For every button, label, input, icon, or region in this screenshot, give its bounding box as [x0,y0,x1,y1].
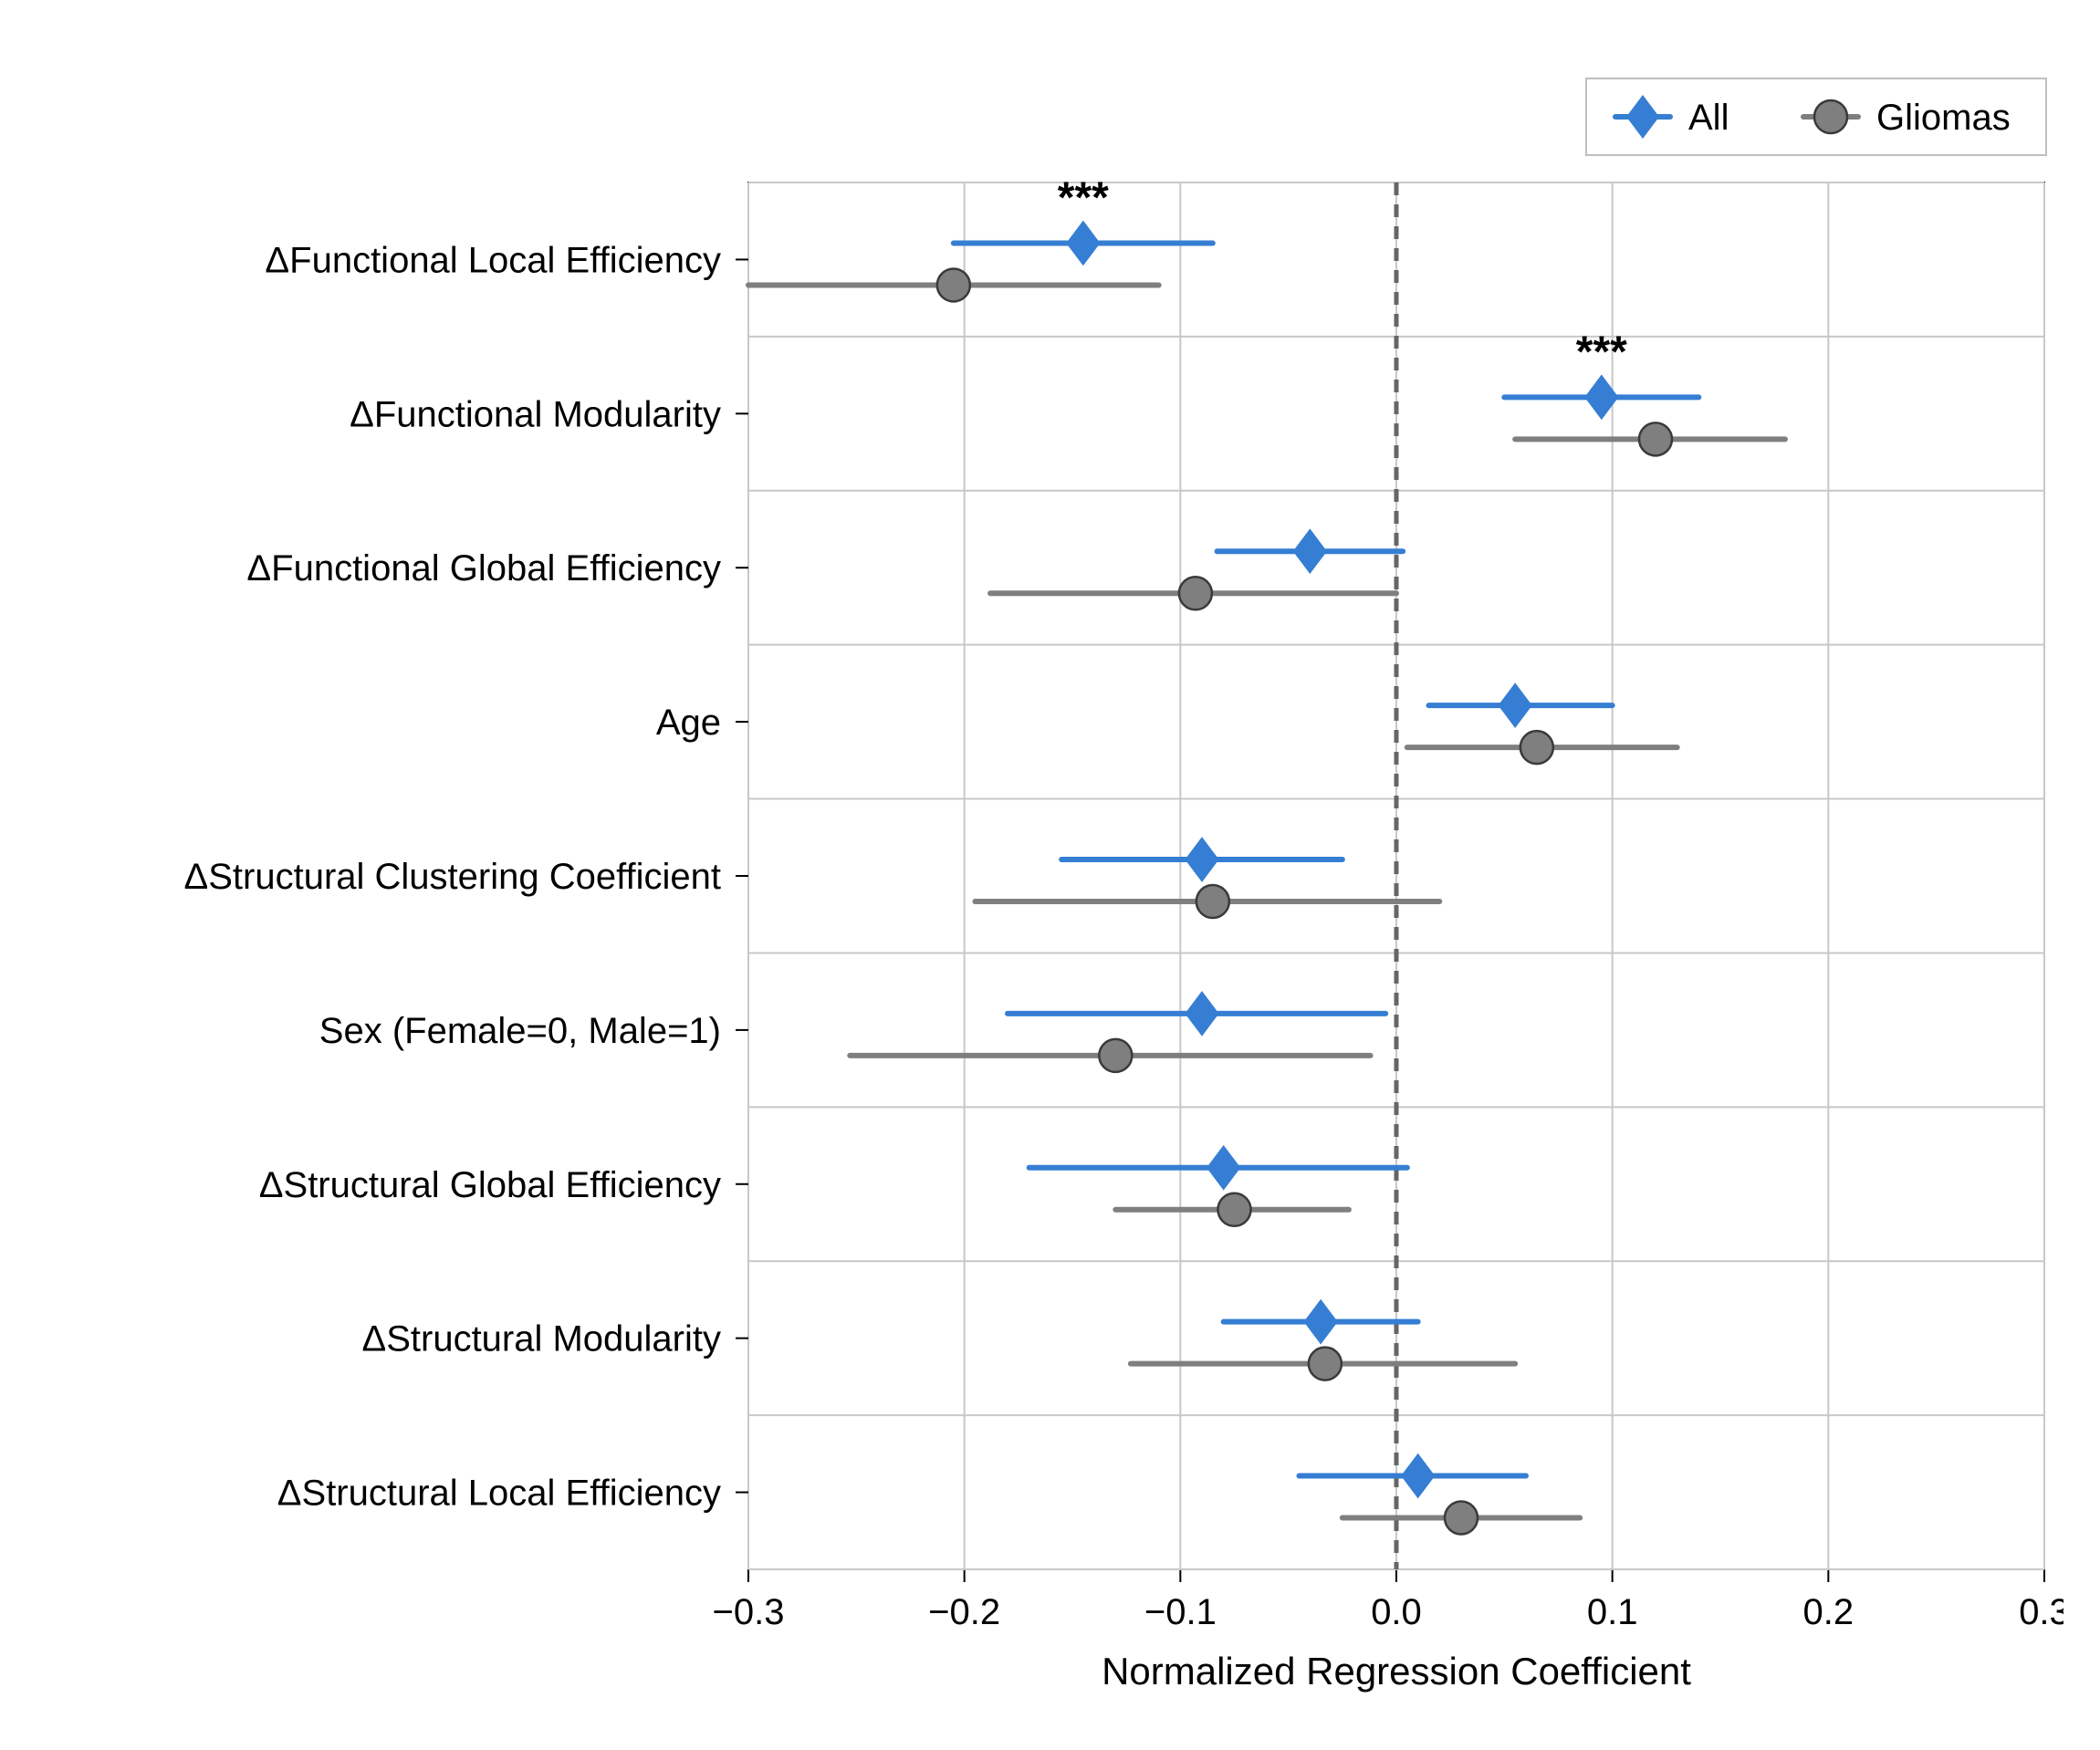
forest-plot: −0.3 −0.2 −0.1 0.0 0.1 0.2 0.3 ΔFunctional Loca… [37,36,2063,1714]
xtick-label: 0.1 [1587,1592,1638,1632]
marker-gliomas [1639,422,1672,455]
xtick-label: 0.3 [2019,1592,2063,1632]
ylabel: Age [656,703,721,743]
marker-gliomas [1099,1039,1132,1072]
marker-gliomas [1218,1193,1251,1226]
ylabel: ΔFunctional Local Efficiency [265,240,721,280]
xlabel: Normalized Regression Coefficient [1102,1650,1691,1693]
xtick-label: 0.2 [1803,1592,1854,1632]
marker-gliomas [1196,885,1229,918]
ylabel: ΔStructural Modularity [361,1319,721,1359]
sig-label: *** [1576,328,1627,376]
marker-gliomas [1309,1348,1342,1380]
xtick-label: −0.2 [928,1592,1000,1632]
ylabel: ΔStructural Local Efficiency [277,1474,721,1514]
sig-label: *** [1058,173,1109,222]
marker-gliomas [1520,731,1553,764]
ylabel: Sex (Female=0, Male=1) [319,1011,721,1051]
xtick-label: −0.3 [713,1592,785,1632]
xtick-label: −0.1 [1144,1592,1217,1632]
legend-label: Gliomas [1876,98,2011,138]
legend-marker [1814,100,1847,133]
ylabel: ΔFunctional Modularity [350,394,721,434]
marker-gliomas [1445,1502,1478,1535]
xtick-label: 0.0 [1371,1592,1422,1632]
legend-label: All [1688,98,1729,138]
ylabel: ΔStructural Global Efficiency [259,1165,721,1205]
ylabel: ΔStructural Clustering Coefficient [184,857,721,897]
marker-gliomas [937,268,970,301]
chart-svg: −0.3 −0.2 −0.1 0.0 0.1 0.2 0.3 ΔFunctional Loca… [37,36,2063,1714]
ylabel: ΔFunctional Global Efficiency [246,548,721,589]
marker-gliomas [1179,577,1212,609]
